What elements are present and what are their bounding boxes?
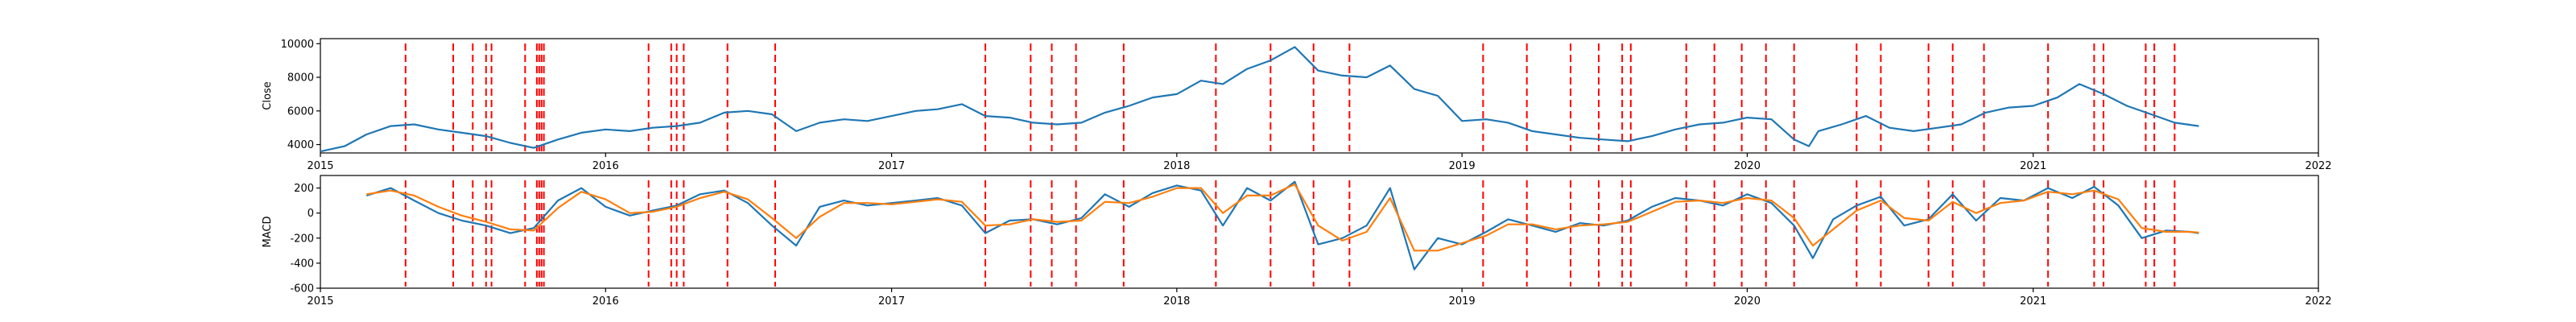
y-tick-label: 6000 — [287, 105, 314, 118]
x-tick-label: 2019 — [1449, 295, 1476, 308]
y-tick-label: -600 — [290, 283, 314, 295]
x-tick-label: 2022 — [2305, 295, 2331, 308]
x-tick-label: 2015 — [307, 160, 333, 172]
x-tick-label: 2016 — [592, 295, 619, 308]
x-tick-label: 2015 — [307, 295, 333, 308]
x-tick-label: 2018 — [1163, 295, 1190, 308]
axes-frame — [320, 175, 2319, 289]
y-tick-label: 10000 — [281, 39, 314, 51]
x-tick-label: 2021 — [2020, 295, 2046, 308]
y-tick-label: -200 — [290, 233, 314, 245]
axes-frame — [320, 38, 2319, 154]
y-tick-label: 200 — [294, 183, 314, 195]
x-tick-label: 2020 — [1734, 295, 1761, 308]
x-tick-label: 2016 — [592, 160, 619, 172]
y-axis-label: Close — [262, 81, 274, 109]
x-tick-label: 2018 — [1163, 160, 1190, 172]
x-tick-label: 2022 — [2305, 160, 2331, 172]
series-line-macd — [365, 180, 2199, 270]
x-tick-label: 2021 — [2020, 160, 2046, 172]
y-tick-label: 8000 — [287, 72, 314, 85]
y-axis-label: MACD — [262, 217, 274, 248]
subplot-macd: -600 -400 -200 0 200 2015 2016 2017 2018 2019 2020… — [262, 175, 2332, 308]
series-line-close — [320, 46, 2199, 152]
series-line-signal — [366, 183, 2199, 252]
x-tick-label: 2017 — [878, 295, 905, 308]
x-tick-label: 2019 — [1449, 160, 1476, 172]
y-tick-label: 4000 — [287, 139, 314, 151]
x-tick-label: 2017 — [878, 160, 905, 172]
y-tick-label: 0 — [308, 208, 314, 220]
x-tick-label: 2020 — [1734, 160, 1761, 172]
subplot-close: 4000 6000 8000 10000 2015 2016 2017 2018 2019 202… — [262, 38, 2332, 172]
y-tick-label: -400 — [290, 258, 314, 270]
